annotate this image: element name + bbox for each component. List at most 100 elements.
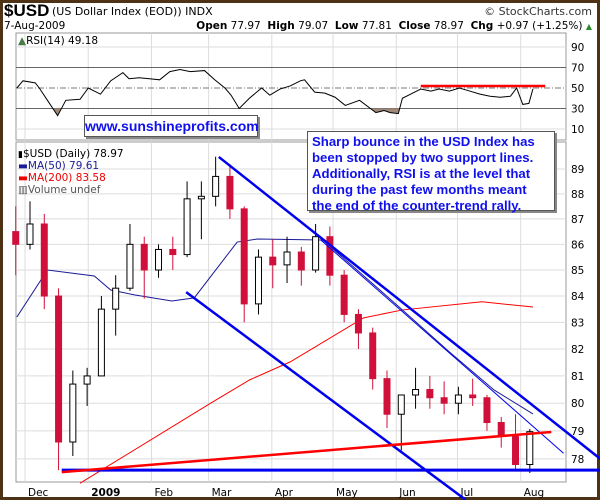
x-tick-label: Aug: [524, 487, 545, 499]
candle-up: [412, 389, 420, 396]
candle-up: [283, 251, 291, 266]
legend-ma200-label: MA(200) 83.58: [27, 172, 106, 184]
candle-down: [512, 435, 520, 465]
candle-down: [440, 397, 448, 404]
ma200-line: [79, 301, 534, 484]
high-label: High: [267, 20, 295, 32]
x-tick-label: May: [336, 487, 358, 499]
candle-up: [254, 256, 262, 305]
price-tick-label: 88: [571, 189, 584, 201]
chg-value: +0.97 (+1.25%): [496, 20, 583, 32]
candle-down: [469, 394, 477, 399]
candle-down: [169, 248, 177, 256]
x-tick-label: Jun: [398, 487, 415, 499]
rsi-tick-label: 90: [571, 42, 584, 54]
high-value: 79.07: [298, 20, 329, 32]
price-tick-label: 85: [571, 265, 584, 277]
legend-ma50-label: MA(50) 79.61: [27, 160, 100, 172]
commentary-annotation: Sharp bounce in the USD Index has been s…: [307, 131, 555, 213]
candle-icon: ▮: [18, 150, 23, 160]
candle-down: [269, 256, 277, 266]
candle-down: [240, 208, 248, 305]
price-tick-label: 83: [571, 317, 584, 329]
x-tick-label: Dec: [28, 487, 49, 499]
candle-down: [326, 236, 334, 276]
candle-up: [183, 198, 191, 256]
trendline-4: [61, 430, 552, 474]
rsi-icon: ▲: [18, 35, 27, 47]
price-tick-label: 80: [571, 398, 584, 410]
chart-date: 7-Aug-2009: [4, 20, 66, 32]
ma50-line: [16, 238, 534, 415]
ohlc-summary: Open 77.97 High 79.07 Low 77.81 Close 78…: [196, 20, 592, 32]
candle-up: [212, 175, 220, 197]
trendline-2: [185, 291, 467, 500]
x-tick-label: 2009: [91, 487, 120, 499]
close-value: 78.97: [433, 20, 464, 32]
candle-up: [83, 375, 91, 385]
candle-up: [97, 308, 105, 377]
chg-label: Chg: [470, 20, 494, 32]
candle-up: [312, 236, 320, 271]
candle-up: [69, 383, 77, 443]
candle-up: [526, 431, 534, 465]
rsi-tick-label: 10: [571, 124, 584, 136]
candle-down: [483, 397, 491, 424]
candle-up: [454, 394, 462, 404]
rsi-legend: ▲RSI(14) 49.18: [18, 35, 98, 47]
legend-volume-label: Volume undef: [27, 184, 101, 196]
candle-down: [297, 251, 305, 271]
candle-down: [369, 332, 377, 380]
rsi-line: [16, 69, 534, 117]
price-legend: ▮$USD (Daily) 78.97: [18, 148, 124, 160]
candle-up: [126, 243, 134, 289]
rsi-legend-label: RSI(14) 49.18: [26, 35, 99, 47]
close-label: Close: [398, 20, 431, 32]
symbol: $USD: [4, 1, 50, 20]
candle-down: [140, 243, 148, 271]
rsi-tick-label: 50: [571, 83, 584, 95]
candle-down: [354, 313, 362, 334]
candle-down: [426, 389, 434, 399]
open-value: 77.97: [230, 20, 261, 32]
trendline-0: [218, 155, 600, 460]
candle-up: [112, 287, 120, 310]
candle-down: [383, 378, 391, 415]
legend-volume: ▥Volume undef: [18, 184, 100, 196]
price-tick-label: 86: [571, 239, 585, 251]
candle-down: [226, 175, 234, 210]
candle-down: [340, 274, 348, 315]
volume-icon: ▥: [18, 184, 28, 196]
candle-down: [55, 295, 63, 443]
price-tick-label: 78: [571, 454, 584, 466]
rsi-tick-label: 70: [571, 63, 584, 75]
candle-down: [40, 223, 48, 297]
website-annotation: www.sunshineprofits.com: [84, 115, 259, 137]
price-tick-label: 89: [571, 164, 584, 176]
price-tick-label: 82: [571, 344, 584, 356]
candle-down: [12, 231, 20, 245]
candle-down: [497, 422, 505, 437]
symbol-description: (US Dollar Index (EOD)) INDX: [52, 5, 213, 18]
candle-up: [26, 223, 34, 245]
legend-ma200: ▬MA(200) 83.58: [18, 172, 106, 184]
price-tick-label: 79: [571, 426, 584, 438]
copyright: © StockCharts.com: [484, 5, 592, 18]
candle-up: [155, 248, 163, 271]
x-tick-label: Mar: [212, 487, 232, 499]
price-tick-label: 81: [571, 371, 584, 383]
rsi-tick-label: 30: [571, 104, 584, 116]
candle-up: [397, 394, 405, 415]
low-label: Low: [334, 20, 359, 32]
x-tick-label: Jul: [459, 487, 473, 499]
price-tick-label: 84: [571, 291, 585, 303]
up-arrow-icon: ▲: [585, 22, 592, 31]
trendline-1: [320, 239, 564, 454]
low-value: 77.81: [361, 20, 392, 32]
legend-ma50: ▬MA(50) 79.61: [18, 160, 100, 172]
candle-up: [197, 195, 205, 200]
x-tick-label: Feb: [154, 487, 173, 499]
price-tick-label: 87: [571, 214, 584, 226]
open-label: Open: [196, 20, 228, 32]
